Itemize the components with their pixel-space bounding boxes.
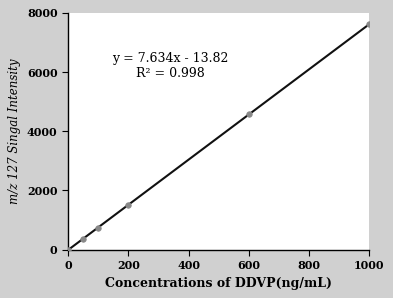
- Point: [65, 248, 71, 252]
- Text: y = 7.634x - 13.82
R² = 0.998: y = 7.634x - 13.82 R² = 0.998: [112, 52, 229, 80]
- Point: [80, 236, 86, 241]
- Y-axis label: m/z 127 Singal Intensity: m/z 127 Singal Intensity: [8, 58, 21, 204]
- Point: [246, 112, 252, 117]
- X-axis label: Concentrations of DDVP(ng/mL): Concentrations of DDVP(ng/mL): [105, 277, 332, 290]
- Point: [95, 225, 101, 230]
- Point: [366, 22, 373, 27]
- Point: [125, 203, 131, 207]
